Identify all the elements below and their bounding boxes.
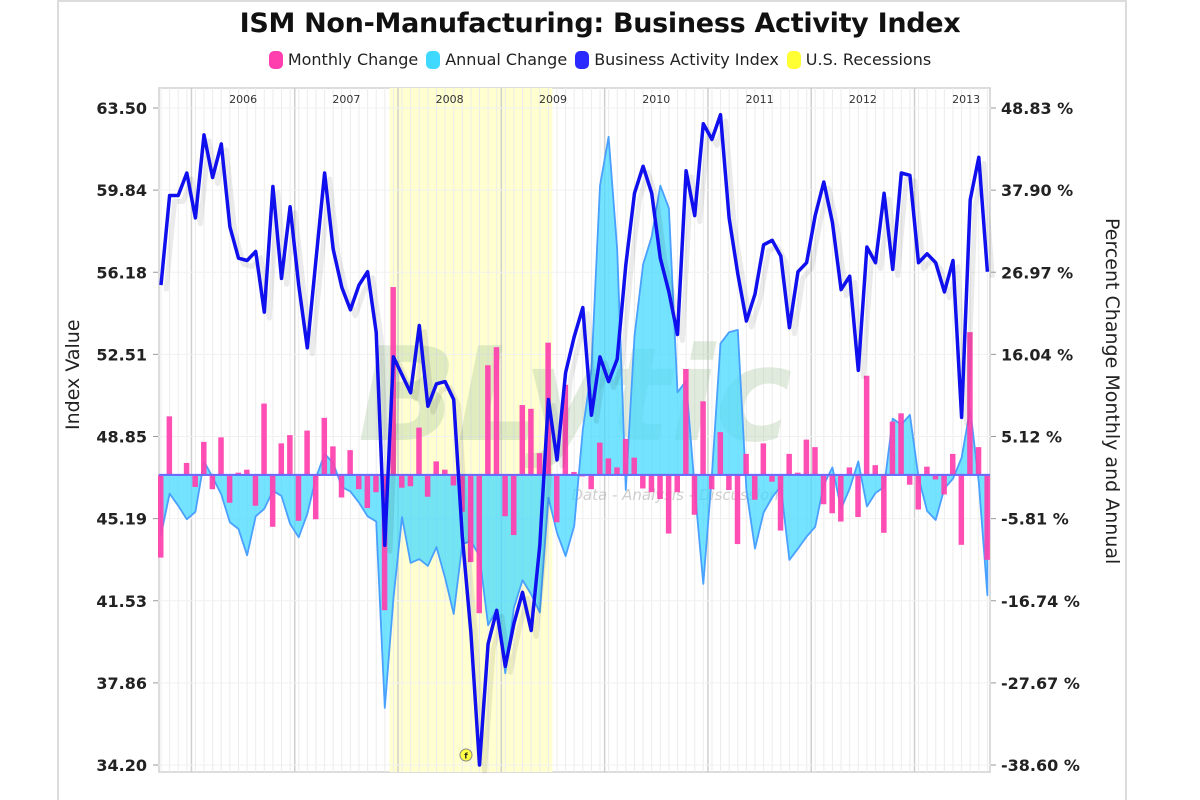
legend: Monthly Change Annual Change Business Ac… <box>0 50 1200 69</box>
legend-swatch-us-recessions <box>786 50 801 69</box>
legend-label: Annual Change <box>445 50 568 69</box>
y-axis-left-label: Index Value <box>62 319 84 430</box>
legend-swatch-business-activity-index <box>575 50 590 69</box>
chart-card <box>57 0 1127 800</box>
legend-label: U.S. Recessions <box>805 50 932 69</box>
chart-title: ISM Non-Manufacturing: Business Activity… <box>239 8 961 39</box>
legend-item-annual-change[interactable]: Annual Change <box>426 50 567 69</box>
legend-item-monthly-change[interactable]: Monthly Change <box>268 50 419 69</box>
legend-swatch-monthly-change <box>268 50 283 69</box>
y-axis-right-label: Percent Change Monthly and Annual <box>1101 218 1123 565</box>
legend-item-us-recessions[interactable]: U.S. Recessions <box>786 50 932 69</box>
legend-item-business-activity-index[interactable]: Business Activity Index <box>575 50 779 69</box>
legend-label: Business Activity Index <box>594 50 779 69</box>
legend-swatch-annual-change <box>426 50 441 69</box>
legend-label: Monthly Change <box>287 50 419 69</box>
